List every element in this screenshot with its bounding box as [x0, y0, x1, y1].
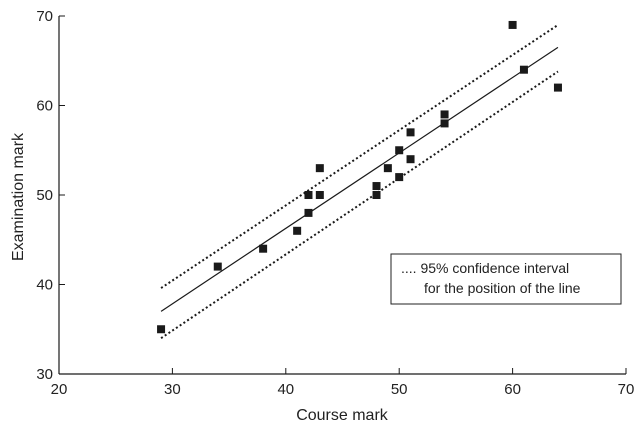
- ci-upper-line: [160, 24, 559, 289]
- data-point: [519, 65, 528, 74]
- data-point: [293, 226, 302, 235]
- legend-box: [390, 253, 622, 305]
- x-axis-title: Course mark: [296, 407, 389, 424]
- data-point: [406, 128, 415, 137]
- ci-lower-line: [160, 70, 559, 340]
- y-tick-label: 60: [36, 98, 53, 115]
- confidence-interval-lines: [160, 24, 559, 340]
- data-point: [406, 155, 415, 164]
- legend-line-1: .... 95% confidence interval: [401, 260, 569, 276]
- x-tick-label: 60: [504, 381, 521, 398]
- legend: .... 95% confidence interval for the pos…: [390, 253, 622, 305]
- axes: [58, 15, 627, 375]
- regression-line: [160, 46, 559, 312]
- data-point: [395, 146, 404, 155]
- data-point: [553, 83, 562, 92]
- data-point: [440, 110, 449, 119]
- data-points: [157, 20, 562, 334]
- data-point: [157, 325, 166, 334]
- y-axis-title: Examination mark: [10, 132, 27, 261]
- legend-line-2: for the position of the line: [424, 280, 581, 296]
- x-tick-label: 20: [51, 381, 68, 398]
- data-point: [304, 191, 313, 199]
- data-point: [395, 173, 404, 182]
- data-point: [213, 262, 222, 271]
- data-point: [508, 20, 517, 29]
- regression-line-group: [160, 46, 559, 312]
- y-tick-label: 30: [36, 366, 53, 383]
- x-tick-label: 30: [164, 381, 181, 398]
- x-tick-label: 70: [618, 381, 635, 398]
- data-point: [372, 182, 381, 191]
- y-tick-label: 40: [36, 277, 53, 294]
- data-point: [440, 119, 449, 128]
- x-tick-label: 50: [391, 381, 408, 398]
- y-tick-label: 50: [36, 187, 53, 204]
- data-point: [315, 191, 324, 199]
- data-point: [383, 164, 392, 173]
- x-tick-label: 40: [277, 381, 294, 398]
- data-point: [304, 208, 313, 217]
- data-point: [259, 244, 268, 253]
- y-tick-label: 70: [36, 8, 53, 25]
- data-point: [315, 164, 324, 173]
- data-point: [372, 191, 381, 199]
